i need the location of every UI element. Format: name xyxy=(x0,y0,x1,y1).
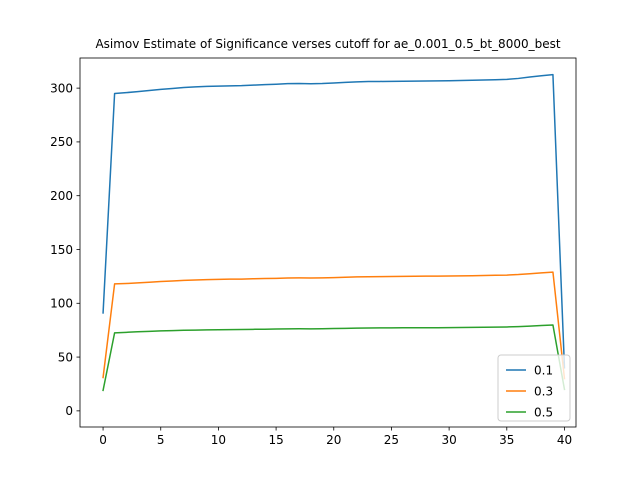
x-tick-label: 25 xyxy=(384,433,399,447)
x-tick-label: 15 xyxy=(268,433,283,447)
y-tick-label: 50 xyxy=(58,350,73,364)
y-tick-label: 100 xyxy=(50,297,73,311)
series-line-0.1 xyxy=(102,73,566,369)
y-tick-label: 300 xyxy=(50,81,73,95)
series-group xyxy=(102,73,566,392)
x-tick-label: 20 xyxy=(326,433,341,447)
series-line-0.3 xyxy=(102,271,566,380)
axes: 0 5 10 15 20 25 30 35 40 0 50 100 150 200 250 300 xyxy=(50,57,577,447)
legend: 0.1 0.3 0.5 xyxy=(497,354,571,422)
y-tick-label: 0 xyxy=(65,404,73,418)
x-tick-label: 0 xyxy=(99,433,107,447)
x-tick-label: 40 xyxy=(557,433,572,447)
x-tick-label: 10 xyxy=(211,433,226,447)
y-tick-label: 200 xyxy=(50,189,73,203)
y-tick-label: 150 xyxy=(50,243,73,257)
y-tick-label: 250 xyxy=(50,135,73,149)
x-tick-label: 30 xyxy=(441,433,456,447)
plot-area xyxy=(102,73,566,392)
legend-label-0.3: 0.3 xyxy=(534,384,553,398)
legend-label-0.5: 0.5 xyxy=(534,405,553,419)
series-line-0.5 xyxy=(102,324,566,392)
chart-title: Asimov Estimate of Significance verses c… xyxy=(95,37,560,51)
legend-label-0.1: 0.1 xyxy=(534,363,553,377)
axes-frame xyxy=(79,57,577,428)
x-tick-label: 5 xyxy=(157,433,165,447)
x-tick-label: 35 xyxy=(499,433,514,447)
legend-box xyxy=(497,354,571,422)
